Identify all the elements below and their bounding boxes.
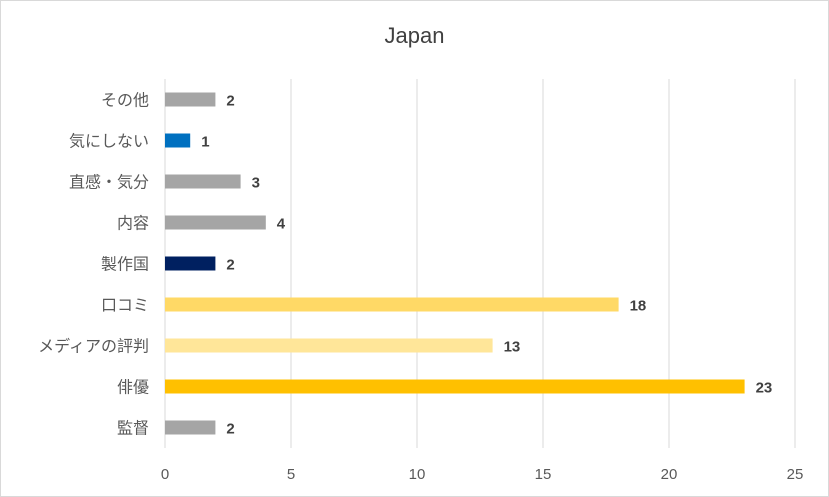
chart-title: Japan — [384, 23, 445, 48]
bar — [165, 174, 241, 189]
bar — [165, 133, 191, 148]
category-label: メディアの評判 — [38, 337, 149, 356]
category-label: 内容 — [117, 214, 149, 233]
category-label: 直感・気分 — [69, 173, 149, 192]
bar — [165, 297, 619, 312]
data-label: 13 — [504, 339, 521, 356]
x-tick-label: 5 — [287, 466, 295, 483]
category-label: 俳優 — [117, 378, 149, 397]
data-label: 2 — [226, 421, 234, 438]
x-tick-label: 20 — [661, 466, 678, 483]
bar — [165, 256, 216, 271]
bar — [165, 338, 493, 353]
bar — [165, 420, 216, 435]
category-label: 製作国 — [101, 255, 149, 274]
x-tick-label: 15 — [535, 466, 552, 483]
category-label: 気にしない — [69, 132, 149, 151]
data-label: 23 — [756, 380, 773, 397]
bar — [165, 379, 745, 394]
x-tick-label: 25 — [787, 466, 804, 483]
data-label: 4 — [277, 216, 286, 233]
category-label: 監督 — [117, 419, 149, 438]
data-label: 2 — [226, 93, 234, 110]
data-label: 18 — [630, 298, 647, 315]
x-tick-label: 0 — [161, 466, 169, 483]
category-label: その他 — [101, 91, 149, 110]
bar — [165, 215, 266, 230]
data-label: 3 — [252, 175, 260, 192]
category-label: 口コミ — [101, 296, 149, 315]
x-tick-label: 10 — [409, 466, 426, 483]
bar — [165, 92, 216, 107]
data-label: 2 — [226, 257, 234, 274]
data-label: 1 — [201, 134, 209, 151]
